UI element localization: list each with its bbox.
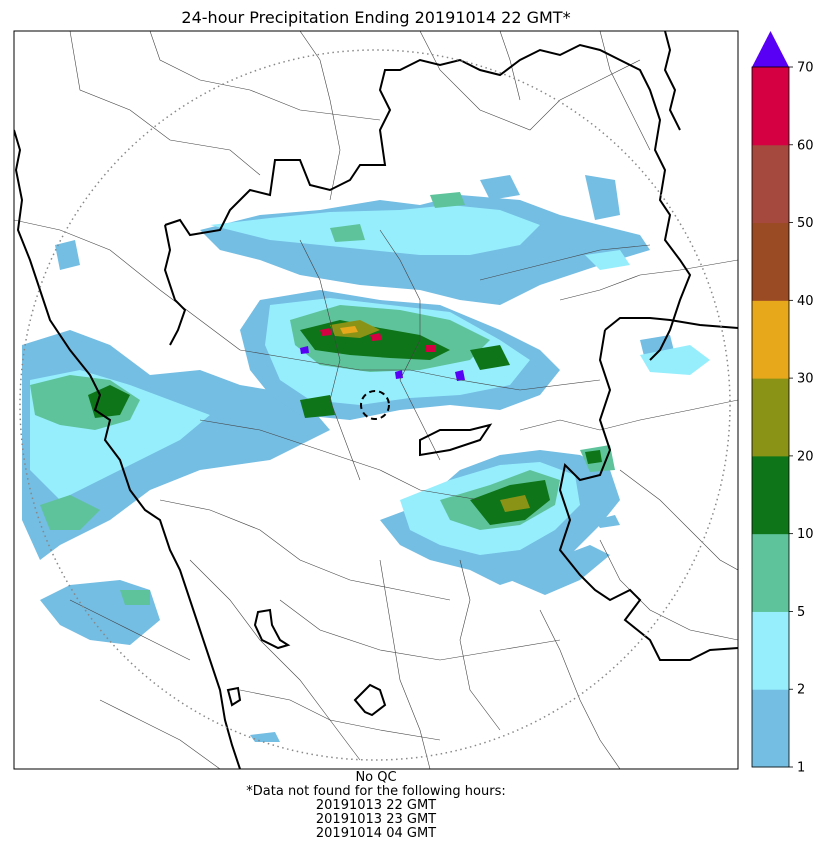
colorbar-ticks: 1 2 5 10 20 30 40 50 60 70 <box>789 61 814 776</box>
colorbar-segment <box>752 67 789 146</box>
colorbar-tick-label: 50 <box>797 216 814 231</box>
radar-site-marker <box>360 390 390 420</box>
colorbar-segments <box>752 67 789 768</box>
colorbar-segment <box>752 689 789 768</box>
district-borders <box>14 31 738 769</box>
colorbar-extend-arrow <box>752 31 789 67</box>
colorbar-tick-label: 60 <box>797 138 814 153</box>
precip-field-heavy <box>300 320 530 512</box>
missing-hour: 20191013 22 GMT <box>315 798 437 813</box>
colorbar-tick-label: 10 <box>797 527 814 542</box>
colorbar-segment <box>752 300 789 379</box>
colorbar-frame <box>751 66 790 768</box>
colorbar-tick-label: 5 <box>797 605 805 620</box>
radar-range-ring <box>19 49 731 761</box>
missing-hour: 20191014 04 GMT <box>315 826 437 841</box>
colorbar-tick-label: 20 <box>797 449 814 464</box>
colorbar-tick-label: 40 <box>797 294 814 309</box>
missing-hour: 20191013 23 GMT <box>315 812 437 827</box>
map-frame <box>13 30 739 770</box>
missing-data-note: *Data not found for the following hours: <box>246 784 506 799</box>
colorbar-tick-label: 1 <box>797 761 805 776</box>
colorbar-segment <box>752 222 789 301</box>
colorbar-segment <box>752 378 789 457</box>
state-borders <box>14 31 738 769</box>
colorbar-tick-label: 70 <box>797 61 814 76</box>
map-title: 24-hour Precipitation Ending 20191014 22… <box>181 8 571 27</box>
colorbar-segment <box>752 144 789 224</box>
colorbar: 1 2 5 10 20 30 40 50 60 70 <box>751 31 814 776</box>
colorbar-segment <box>752 455 789 535</box>
map-footer: No QC *Data not found for the following … <box>0 771 752 841</box>
qc-status: No QC <box>355 770 397 785</box>
colorbar-segment <box>752 611 789 690</box>
precipitation-map <box>13 30 739 770</box>
colorbar-segment <box>752 533 789 612</box>
colorbar-tick-label: 2 <box>797 683 805 698</box>
colorbar-tick-label: 30 <box>797 372 814 387</box>
